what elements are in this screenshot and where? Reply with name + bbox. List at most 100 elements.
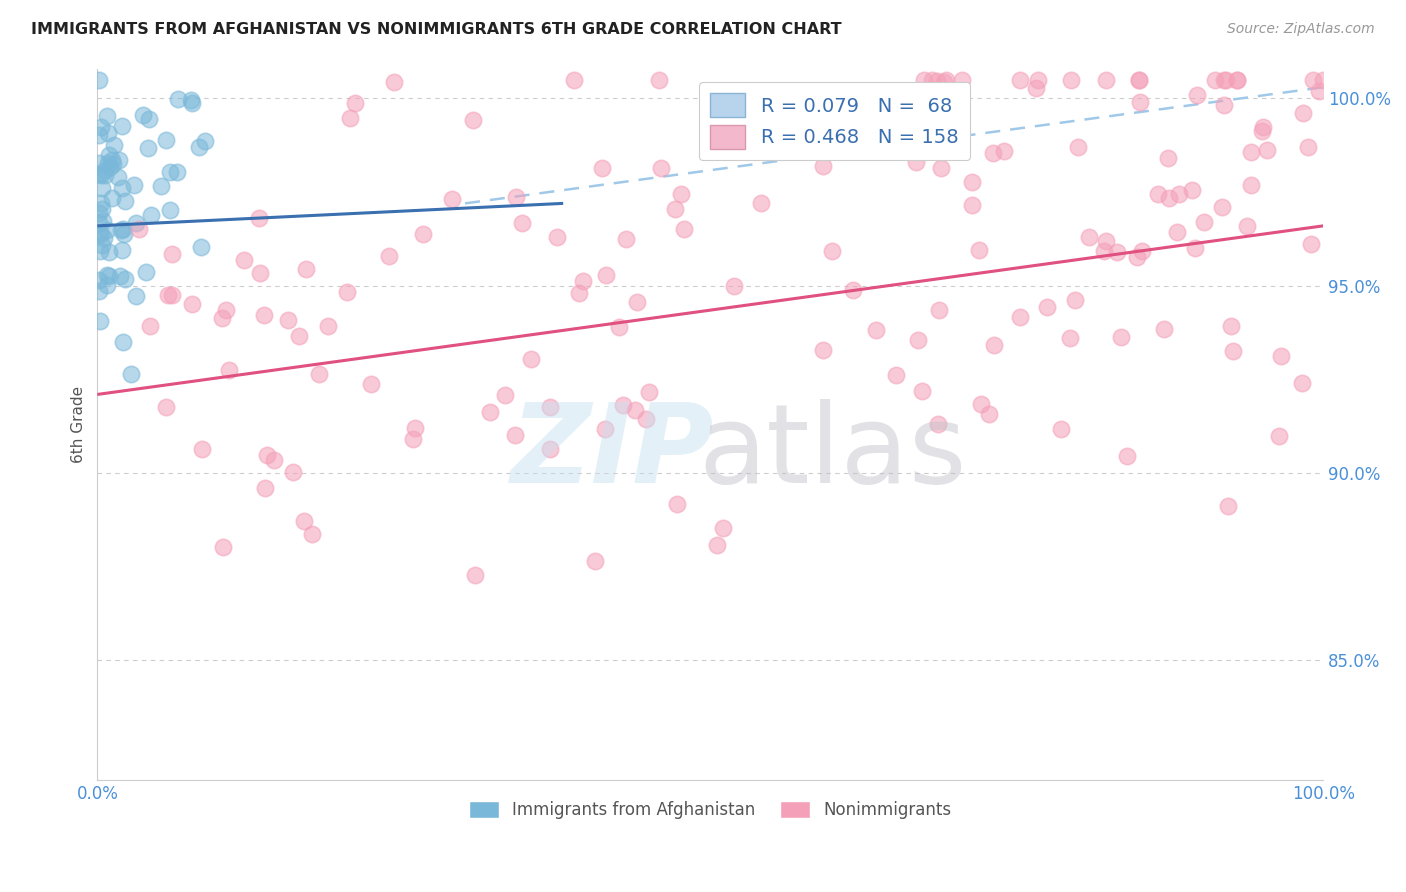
- Point: [1268, 429, 1291, 443]
- Point: [190, 240, 212, 254]
- Y-axis label: 6th Grade: 6th Grade: [72, 386, 86, 463]
- Point: [583, 553, 606, 567]
- Point: [139, 208, 162, 222]
- Point: [568, 285, 591, 300]
- Point: [166, 165, 188, 179]
- Point: [360, 376, 382, 391]
- Point: [1026, 72, 1049, 87]
- Point: [927, 417, 949, 431]
- Point: [101, 157, 124, 171]
- Point: [1157, 151, 1180, 165]
- Point: [1236, 219, 1258, 233]
- Point: [253, 308, 276, 322]
- Point: [821, 244, 844, 259]
- Point: [114, 194, 136, 208]
- Point: [664, 202, 686, 216]
- Point: [1240, 178, 1263, 192]
- Point: [93, 231, 115, 245]
- Point: [914, 72, 936, 87]
- Point: [159, 203, 181, 218]
- Point: [1092, 244, 1115, 258]
- Point: [412, 227, 434, 241]
- Point: [1153, 322, 1175, 336]
- Point: [110, 223, 132, 237]
- Point: [1036, 300, 1059, 314]
- Point: [180, 93, 202, 107]
- Point: [960, 197, 983, 211]
- Text: Source: ZipAtlas.com: Source: ZipAtlas.com: [1227, 22, 1375, 37]
- Point: [114, 272, 136, 286]
- Point: [256, 448, 278, 462]
- Text: atlas: atlas: [699, 400, 967, 507]
- Point: [135, 264, 157, 278]
- Point: [90, 120, 112, 135]
- Point: [96, 278, 118, 293]
- Point: [107, 169, 129, 184]
- Point: [103, 137, 125, 152]
- Point: [1128, 72, 1150, 87]
- Point: [1302, 72, 1324, 87]
- Point: [538, 400, 561, 414]
- Point: [263, 453, 285, 467]
- Point: [1064, 293, 1087, 307]
- Point: [811, 91, 834, 105]
- Point: [981, 146, 1004, 161]
- Point: [979, 407, 1001, 421]
- Point: [316, 318, 339, 333]
- Point: [1211, 200, 1233, 214]
- Point: [1308, 84, 1330, 98]
- Point: [960, 175, 983, 189]
- Point: [612, 398, 634, 412]
- Point: [931, 161, 953, 175]
- Point: [505, 190, 527, 204]
- Point: [90, 227, 112, 242]
- Point: [1105, 245, 1128, 260]
- Point: [461, 112, 484, 127]
- Point: [377, 249, 399, 263]
- Point: [91, 238, 114, 252]
- Point: [595, 422, 617, 436]
- Point: [638, 385, 661, 400]
- Point: [650, 161, 672, 176]
- Point: [1157, 191, 1180, 205]
- Point: [112, 222, 135, 236]
- Point: [87, 155, 110, 169]
- Point: [139, 318, 162, 333]
- Point: [927, 74, 949, 88]
- Point: [111, 243, 134, 257]
- Point: [811, 343, 834, 358]
- Point: [970, 397, 993, 411]
- Point: [382, 75, 405, 89]
- Point: [1130, 244, 1153, 258]
- Point: [218, 363, 240, 377]
- Point: [1146, 187, 1168, 202]
- Point: [648, 72, 671, 87]
- Point: [87, 216, 110, 230]
- Point: [935, 72, 957, 87]
- Point: [1296, 140, 1319, 154]
- Point: [159, 165, 181, 179]
- Point: [1220, 319, 1243, 334]
- Point: [884, 368, 907, 383]
- Point: [1184, 241, 1206, 255]
- Point: [921, 72, 943, 87]
- Point: [404, 421, 426, 435]
- Point: [160, 288, 183, 302]
- Point: [96, 110, 118, 124]
- Point: [1129, 95, 1152, 109]
- Point: [842, 283, 865, 297]
- Point: [904, 155, 927, 169]
- Point: [1181, 183, 1204, 197]
- Point: [97, 155, 120, 169]
- Point: [1253, 120, 1275, 134]
- Point: [865, 323, 887, 337]
- Point: [98, 161, 121, 175]
- Point: [1008, 72, 1031, 87]
- Point: [87, 226, 110, 240]
- Point: [794, 128, 817, 143]
- Point: [911, 384, 934, 398]
- Point: [190, 442, 212, 456]
- Point: [464, 567, 486, 582]
- Point: [1291, 376, 1313, 390]
- Point: [614, 232, 637, 246]
